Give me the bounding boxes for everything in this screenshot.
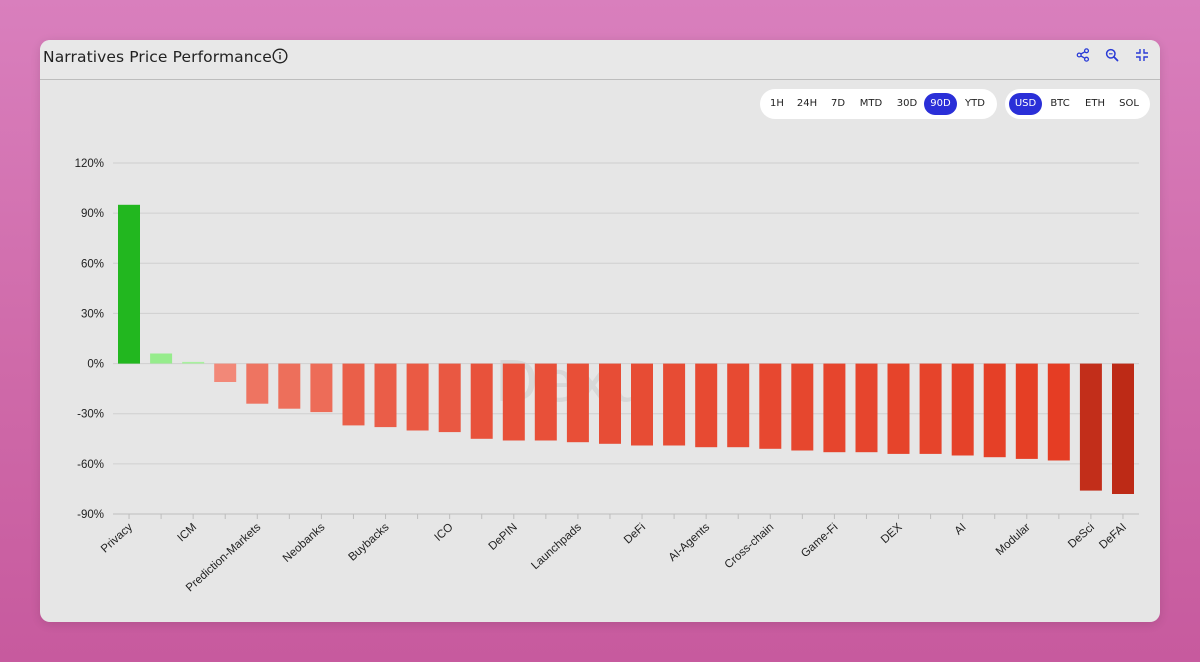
bar-desci	[1079, 363, 1102, 491]
y-tick-label: -30%	[77, 409, 104, 421]
search-icon[interactable]	[1105, 48, 1119, 62]
bar-item-25	[919, 363, 942, 454]
bar-item-11	[470, 363, 493, 439]
timeframe-7d[interactable]: 7D	[830, 98, 846, 109]
bar-item-29	[1047, 363, 1070, 461]
chart-card: Narratives Price Performance 1H 24H	[40, 40, 1160, 622]
x-tick-label: DEX	[879, 521, 905, 546]
y-tick-label: -90%	[77, 509, 104, 521]
currency-selector: USD BTC ETH SOL	[1005, 89, 1150, 119]
timeframe-1h[interactable]: 1H	[770, 98, 784, 109]
y-tick-label: 60%	[81, 258, 104, 270]
y-tick-label: 0%	[87, 359, 104, 371]
x-tick-label: Buybacks	[346, 521, 391, 563]
x-tick-label: Cross-chain	[723, 521, 777, 571]
timeframe-selector: 1H 24H 7D MTD 30D 90D YTD	[760, 89, 997, 119]
bar-item-27	[983, 363, 1006, 458]
share-icon[interactable]	[1076, 48, 1090, 62]
bar-item-7	[342, 363, 365, 426]
chart-title: Narratives Price Performance	[43, 48, 272, 66]
bar-launchpads	[566, 363, 589, 443]
x-tick-label: ICM	[175, 521, 199, 544]
bar-ai-agents	[695, 363, 718, 448]
bar-item-9	[406, 363, 429, 431]
bar-item-15	[599, 363, 621, 444]
collapse-icon[interactable]	[1135, 48, 1149, 62]
bar-item-1	[150, 353, 173, 364]
bar-dex	[887, 363, 910, 454]
bar-cross-chain	[759, 363, 782, 449]
currency-btc[interactable]: BTC	[1050, 98, 1070, 109]
bar-privacy	[118, 204, 140, 364]
card-header: Narratives Price Performance	[40, 40, 1160, 80]
y-tick-label: -60%	[77, 459, 104, 471]
x-tick-label: DePIN	[487, 521, 520, 553]
timeframe-mtd[interactable]: MTD	[859, 98, 883, 109]
x-tick-label: Launchpads	[529, 521, 584, 572]
info-icon[interactable]	[272, 48, 288, 64]
bar-game-fi	[823, 363, 846, 453]
y-tick-label: 30%	[81, 308, 104, 320]
bar-neobanks	[310, 363, 333, 413]
currency-usd[interactable]: USD	[1009, 93, 1042, 115]
x-tick-label: Neobanks	[281, 521, 328, 565]
bar-item-21	[791, 363, 814, 451]
bar-item-5	[278, 363, 301, 409]
x-tick-label: DeFAI	[1097, 521, 1129, 551]
bar-icm	[182, 361, 205, 364]
bar-item-23	[855, 363, 878, 453]
x-tick-label: Privacy	[99, 521, 135, 555]
bar-item-17	[663, 363, 686, 446]
timeframe-90d[interactable]: 90D	[924, 93, 957, 115]
bar-modular	[1015, 363, 1038, 459]
x-tick-label: AI-Agents	[667, 521, 713, 564]
x-tick-label: DeFi	[622, 521, 648, 546]
bar-prediction-markets	[246, 363, 269, 404]
timeframe-30d[interactable]: 30D	[896, 98, 918, 109]
bar-item-19	[727, 363, 750, 448]
y-tick-label: 90%	[81, 208, 104, 220]
bar-ico	[438, 363, 461, 433]
bar-item-3	[214, 363, 237, 382]
x-tick-label: AI	[953, 521, 969, 537]
bar-ai	[951, 363, 974, 456]
timeframe-24h[interactable]: 24H	[796, 98, 818, 109]
x-tick-label: DeSci	[1066, 521, 1097, 550]
x-tick-label: ICO	[432, 521, 455, 544]
currency-eth[interactable]: ETH	[1085, 98, 1105, 109]
bar-item-13	[534, 363, 557, 441]
bar-defai	[1112, 363, 1134, 494]
x-tick-label: Game-Fi	[799, 521, 840, 560]
bar-depin	[502, 363, 525, 441]
timeframe-ytd[interactable]: YTD	[965, 98, 985, 109]
currency-sol[interactable]: SOL	[1119, 98, 1139, 109]
x-tick-label: Modular	[994, 521, 1033, 558]
bar-defi	[631, 363, 653, 446]
bar-buybacks	[374, 363, 397, 428]
y-tick-label: 120%	[75, 158, 104, 170]
